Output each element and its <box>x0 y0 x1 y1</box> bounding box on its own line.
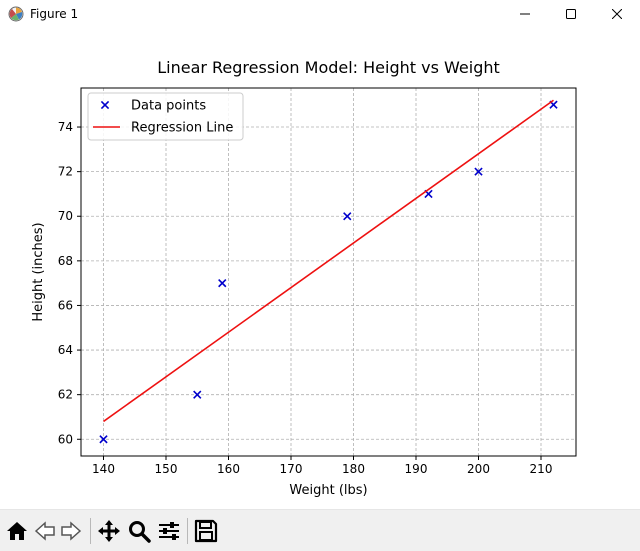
pan-button[interactable] <box>96 518 122 544</box>
window-title: Figure 1 <box>30 7 79 21</box>
chart-title: Linear Regression Model: Height vs Weigh… <box>157 58 500 77</box>
back-icon <box>34 521 55 541</box>
data-point <box>99 435 108 444</box>
x-tick-label: 150 <box>155 462 178 476</box>
maximize-button[interactable] <box>548 0 594 28</box>
y-tick-label: 62 <box>58 388 73 402</box>
matplotlib-app-icon <box>8 6 24 22</box>
y-tick-label: 64 <box>58 343 73 357</box>
data-point <box>218 278 227 288</box>
y-tick-label: 68 <box>58 254 73 268</box>
save-button[interactable] <box>193 518 219 544</box>
x-tick-label: 200 <box>467 462 490 476</box>
back-button[interactable] <box>32 518 58 544</box>
figure-canvas[interactable]: 140 150 160 170 180 190 200 210 60 62 64 66 68 70 72 74… <box>0 28 640 509</box>
x-tick-label: 210 <box>530 462 553 476</box>
toolbar-separator <box>187 518 188 544</box>
plot-series <box>99 99 558 444</box>
y-tick-label: 66 <box>58 298 73 312</box>
axes-frame <box>80 87 577 457</box>
forward-button[interactable] <box>58 518 84 544</box>
y-axis-label: Height (inches) <box>31 222 46 321</box>
data-point <box>193 390 202 399</box>
zoom-button[interactable] <box>126 518 152 544</box>
legend-marker-swatch <box>100 100 110 110</box>
close-button[interactable] <box>594 0 640 28</box>
regression-line <box>103 99 554 423</box>
axis-ticks: 140 150 160 170 180 190 200 210 60 62 64 66 68 70 72 74 <box>58 120 553 476</box>
y-tick-label: 70 <box>58 209 73 223</box>
data-point <box>474 167 483 176</box>
x-tick-label: 170 <box>280 462 303 476</box>
legend: Data points Regression Line <box>87 92 244 141</box>
close-icon <box>612 9 622 19</box>
y-tick-label: 72 <box>58 165 73 179</box>
navigation-toolbar <box>0 509 640 551</box>
grid-lines <box>81 88 576 456</box>
zoom-icon <box>129 521 151 543</box>
pan-icon <box>98 520 120 542</box>
toolbar-separator <box>90 518 91 544</box>
y-tick-label: 74 <box>58 120 73 134</box>
x-tick-label: 180 <box>342 462 365 476</box>
maximize-icon <box>566 9 576 19</box>
legend-label: Regression Line <box>131 121 233 136</box>
configure-icon <box>159 522 179 540</box>
data-point <box>343 212 352 221</box>
x-tick-label: 140 <box>92 462 115 476</box>
minimize-button[interactable] <box>502 0 548 28</box>
home-icon <box>7 522 27 540</box>
x-tick-label: 160 <box>217 462 240 476</box>
configure-subplots-button[interactable] <box>156 518 182 544</box>
y-tick-label: 60 <box>58 432 73 446</box>
title-bar: Figure 1 <box>0 0 640 28</box>
save-icon <box>194 519 218 543</box>
home-button[interactable] <box>4 518 30 544</box>
regression-chart: 140 150 160 170 180 190 200 210 60 62 64 66 68 70 72 74… <box>31 58 577 498</box>
x-tick-label: 190 <box>405 462 428 476</box>
x-axis-label: Weight (lbs) <box>289 483 367 498</box>
legend-box <box>87 92 244 141</box>
minimize-icon <box>520 13 530 15</box>
legend-label: Data points <box>131 99 206 114</box>
forward-icon <box>61 521 82 541</box>
